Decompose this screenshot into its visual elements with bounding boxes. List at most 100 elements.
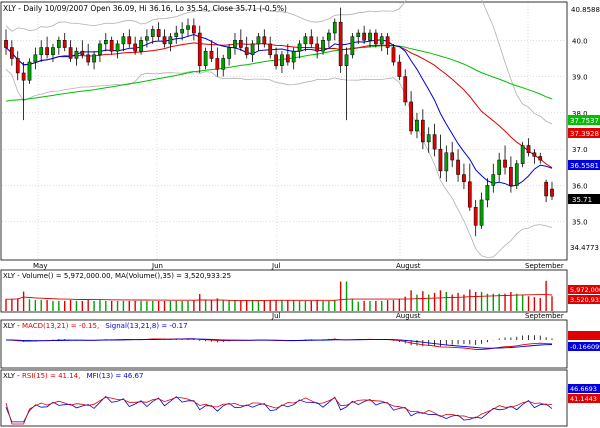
candle-body — [403, 76, 408, 103]
rsi-red-readout: 41.1443 — [570, 395, 597, 403]
candle-body — [98, 43, 102, 56]
candle-body — [21, 72, 26, 81]
rsi-label: RSI(15) = 41.14, — [22, 372, 80, 380]
volume-ma-readout: 3.520,933 — [570, 296, 600, 304]
candle-body — [186, 25, 190, 30]
candle-body — [168, 36, 173, 45]
rsi-panel: XLY - RSI(15) = 41.14, MFI(13) = 46.67 4… — [0, 369, 600, 427]
candle-body — [174, 32, 179, 37]
candle-body — [426, 134, 431, 143]
candle-body — [145, 36, 149, 41]
price-grid — [2, 3, 566, 259]
candle-body — [538, 156, 543, 161]
candle-body — [192, 25, 196, 34]
candle-body — [180, 29, 184, 34]
candle-body — [15, 58, 20, 74]
candle-body — [268, 43, 273, 56]
candle-body — [221, 58, 226, 70]
ma-red-readout: 37.3928 — [570, 130, 599, 138]
bollinger-bands — [5, 0, 553, 258]
candle-body — [56, 40, 61, 48]
candle-body — [374, 32, 378, 45]
candle-body — [115, 43, 120, 52]
candle-body — [74, 50, 79, 59]
candle-body — [438, 148, 443, 172]
candle-body — [315, 43, 320, 52]
candle-body — [291, 50, 296, 63]
candle-body — [321, 40, 325, 52]
candle-body — [368, 32, 372, 41]
month-label-jul: Jul — [271, 262, 281, 270]
volume-last-readout: 5,972,000 — [570, 286, 600, 294]
candle-body — [415, 119, 419, 132]
macd-panel: XLY - MACD(13,21) = -0.15, Signal(13,21,… — [0, 319, 600, 369]
candle-body — [297, 43, 302, 52]
candle-body — [233, 40, 237, 48]
rsi-header: XLY - RSI(15) = 41.14, MFI(13) = 46.67 — [3, 372, 143, 380]
rsi-mfi-lines — [5, 395, 553, 425]
price-tick-label: 36.0 — [572, 182, 588, 190]
ma-red-line — [5, 42, 553, 169]
candle-body — [332, 21, 337, 34]
candle-body — [485, 185, 490, 201]
candle-body — [509, 167, 513, 186]
candle-body — [45, 47, 49, 56]
price-header: XLY - Daily 10/09/2007 Open 36.09, Hi 36… — [3, 4, 287, 13]
candle-body — [532, 152, 537, 157]
rsi-line — [5, 396, 553, 425]
candle-body — [450, 152, 455, 161]
price-axis-ticks: 40.0 39.0 38.0 37.0 36.0 35.0 — [572, 37, 588, 226]
close-readout: 35.71 — [572, 196, 592, 204]
macd-header: XLY - MACD(13,21) = -0.15, Signal(13,21,… — [3, 322, 188, 330]
candle-body — [133, 43, 138, 52]
month-label-jun: Jun — [151, 262, 163, 270]
candle-body — [397, 61, 402, 77]
candle-body — [467, 181, 472, 208]
candle-body — [203, 50, 208, 66]
price-readouts: 40.8588 37.7537 37.3928 36.5581 35.71 34… — [568, 4, 600, 252]
candle-body — [33, 54, 38, 63]
candle-body — [262, 36, 267, 45]
mfi-label: MFI(13) = 46.67 — [87, 372, 144, 380]
month-labels: May Jun Jul August September — [33, 262, 564, 270]
mfi-line — [5, 395, 553, 423]
candle-body — [520, 145, 525, 164]
candles — [4, 7, 554, 237]
candle-body — [39, 47, 44, 56]
price-tick-label: 39.0 — [572, 74, 588, 82]
price-tick-label: 38.0 — [572, 110, 588, 118]
moving-averages — [5, 33, 553, 187]
price-tick-label: 40.0 — [572, 37, 588, 45]
month-label-august: August — [396, 262, 421, 270]
volume-ma — [6, 294, 553, 301]
candle-body — [109, 40, 114, 52]
volume-panel: XLY - Volume() = 5,972,000.00, MA(Volume… — [0, 269, 600, 320]
volume-month-labels: Jul August September — [271, 312, 564, 320]
candle-body — [526, 145, 531, 154]
candle-body — [444, 152, 449, 172]
signal-line — [6, 338, 553, 349]
macd-lines — [5, 338, 553, 350]
macd-label: MACD(13,21) = -0.15, — [22, 322, 99, 330]
candle-body — [215, 58, 220, 70]
candle-body — [350, 36, 355, 56]
candle-body — [244, 47, 249, 56]
candle-body — [497, 159, 502, 175]
volume-bars — [5, 280, 553, 311]
candle-body — [103, 40, 108, 45]
candle-body — [197, 32, 202, 66]
candle-body — [127, 36, 132, 45]
candle-body — [62, 40, 67, 48]
candle-body — [80, 50, 85, 56]
candle-body — [303, 36, 308, 45]
price-tick-label: 35.0 — [572, 219, 588, 227]
candle-body — [491, 174, 496, 186]
vol-month-label-september: September — [525, 312, 564, 320]
candle-body — [156, 29, 161, 37]
candle-body — [27, 61, 32, 81]
candle-body — [92, 54, 96, 63]
candle-body — [121, 36, 126, 45]
candle-body — [139, 40, 143, 52]
candle-body — [68, 47, 73, 59]
